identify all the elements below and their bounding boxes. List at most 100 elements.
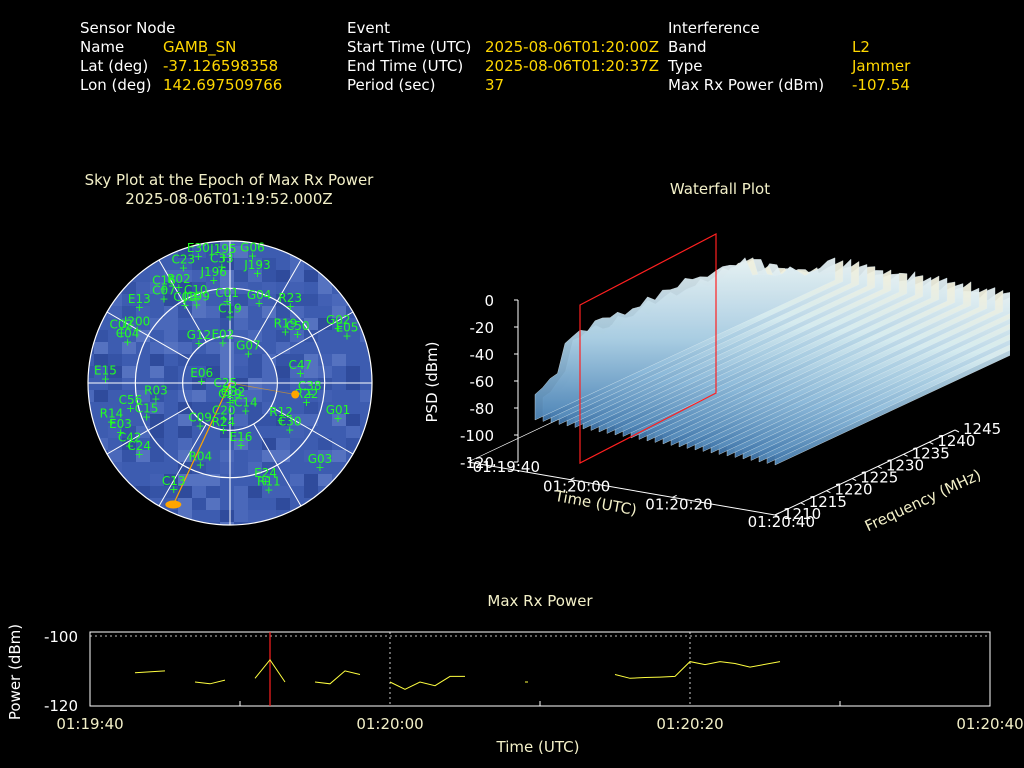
- sky-sat-label: E05: [336, 321, 359, 335]
- sky-sat-label: C04: [116, 327, 140, 341]
- wf-z-tick-label: -80: [470, 400, 495, 418]
- sky-sat-label: R24: [212, 415, 236, 429]
- sky-sat-marker: +: [107, 416, 116, 429]
- sky-sat-marker: +: [253, 267, 262, 280]
- sky-sat-label: G03: [308, 452, 333, 466]
- sensor-lon-label: Lon (deg): [80, 76, 152, 94]
- sky-sat-label: E02: [211, 328, 234, 342]
- sky-jammer-bearing-line: [172, 382, 231, 505]
- wf-z-tick-label: -40: [470, 346, 495, 364]
- sky-sat-label: G01: [326, 403, 351, 417]
- sky-sat-marker: +: [241, 404, 250, 417]
- wf-z-tick-label: 0: [484, 292, 494, 310]
- maxrx-x-tick-label: 01:20:40: [956, 715, 1023, 733]
- sky-sat-marker: +: [302, 396, 311, 409]
- sky-sat-label: R04: [189, 450, 213, 464]
- sky-sat-label: R14: [100, 407, 124, 421]
- maxrx-x-tick-label: 01:20:00: [356, 715, 423, 733]
- sky-plot-subtitle: 2025-08-06T01:19:52.000Z: [125, 190, 333, 208]
- sky-spoke-120: [270, 406, 354, 455]
- maxrx-series-segment: [389, 675, 465, 690]
- event-period-label: Period (sec): [347, 76, 436, 94]
- sky-spoke-300: [106, 311, 190, 360]
- sky-sat-marker: +: [333, 412, 342, 425]
- sky-peak-marker: [291, 390, 300, 399]
- sky-spoke-240: [106, 406, 190, 455]
- sky-sat-label: C33: [210, 252, 234, 266]
- sky-sat-label: R12: [269, 405, 293, 419]
- sky-sat-marker: +: [223, 295, 232, 308]
- maxrx-x-tick-label: 01:19:40: [56, 715, 123, 733]
- sky-sat-marker: +: [126, 402, 135, 415]
- wf-time-tick: [774, 512, 780, 516]
- wf-freq-tick-label: 1235: [912, 444, 950, 462]
- sky-sat-marker: +: [281, 325, 290, 338]
- wf-freq-tick: [774, 514, 780, 518]
- sky-sat-marker: +: [219, 251, 228, 264]
- sky-sat-label: C02: [109, 317, 133, 331]
- sky-sat-label: E24: [254, 466, 277, 480]
- sky-sat-marker: +: [219, 413, 228, 426]
- sky-sat-marker: +: [342, 330, 351, 343]
- sky-sat-label: C13: [162, 474, 186, 488]
- sky-sat-marker: +: [217, 261, 226, 274]
- event-start-value: 2025-08-06T01:20:00Z: [485, 38, 659, 56]
- sky-spoke-210: [158, 423, 207, 507]
- sky-sat-label: C09: [188, 411, 212, 425]
- maxrx-chart: -100 -120 Power (dBm) 01:19:40 01:20:00 01:20…: [6, 624, 1024, 756]
- wf-z-tick-label: -100: [460, 427, 494, 445]
- sky-sat-marker: +: [196, 420, 205, 433]
- sky-sat-marker: +: [159, 292, 168, 305]
- wf-z-tick-label: -20: [470, 319, 495, 337]
- event-end-label: End Time (UTC): [347, 57, 464, 75]
- sky-sat-label: C23: [171, 252, 195, 266]
- wf-time-axis: [467, 461, 776, 516]
- sky-sat-label: R11: [257, 475, 281, 489]
- sky-sat-marker: +: [135, 301, 144, 314]
- sky-sat-marker: +: [116, 426, 125, 439]
- sky-sat-marker: +: [123, 336, 132, 349]
- sky-sat-label: E06: [190, 366, 213, 380]
- sensor-lon-value: 142.697509766: [163, 76, 283, 94]
- maxrx-y-tick-label: -120: [44, 697, 78, 715]
- sky-sat-label: C30: [278, 415, 302, 429]
- maxrx-series-segment: [314, 670, 361, 685]
- sky-spoke-330: [158, 259, 207, 343]
- event-end-value: 2025-08-06T01:20:37Z: [485, 57, 659, 75]
- sky-spoke-30: [253, 259, 302, 343]
- sky-sat-label: C42: [118, 431, 142, 445]
- sky-sat-label: C24: [127, 439, 151, 453]
- sky-sat-label: C20: [212, 404, 236, 418]
- wf-freq-tick-label: 1210: [783, 505, 821, 523]
- maxrx-x-tick-label: 01:20:20: [656, 715, 723, 733]
- sky-sat-marker: +: [228, 394, 237, 407]
- sensor-lat-label: Lat (deg): [80, 57, 149, 75]
- wf-time-tick-label: 01:19:40: [473, 458, 540, 476]
- sky-sat-marker: +: [192, 299, 201, 312]
- wf-time-tick: [570, 477, 575, 481]
- sky-sat-marker: +: [169, 483, 178, 496]
- sky-sat-marker: +: [135, 448, 144, 461]
- sky-sat-marker: +: [255, 297, 264, 310]
- wf-z-axis-label: PSD (dBm): [423, 341, 441, 422]
- sky-sat-label: R22: [295, 387, 319, 401]
- sky-sat-marker: +: [197, 375, 206, 388]
- sky-sat-label: R23: [278, 291, 302, 305]
- sky-sat-label: C01: [215, 286, 239, 300]
- sky-sat-label: E15: [94, 364, 117, 378]
- wf-time-tick-label: 01:20:40: [748, 513, 815, 531]
- sky-sat-label: G07: [236, 339, 261, 353]
- wf-surface-ridge: [534, 257, 836, 421]
- event-period-value: 37: [485, 76, 505, 94]
- sky-sat-label: J196: [199, 265, 226, 279]
- sky-sat-label: C03: [173, 290, 197, 304]
- event-start-label: Start Time (UTC): [347, 38, 472, 56]
- interference-maxrx-value: -107.54: [852, 76, 910, 94]
- sky-plot-title: Sky Plot at the Epoch of Max Rx Power: [84, 171, 374, 189]
- sky-sat-label: C14: [234, 395, 258, 409]
- sky-sat-label: E13: [128, 292, 151, 306]
- maxrx-title: Max Rx Power: [487, 592, 593, 610]
- sky-sat-marker: +: [225, 311, 234, 324]
- event-heading: Event: [347, 19, 390, 37]
